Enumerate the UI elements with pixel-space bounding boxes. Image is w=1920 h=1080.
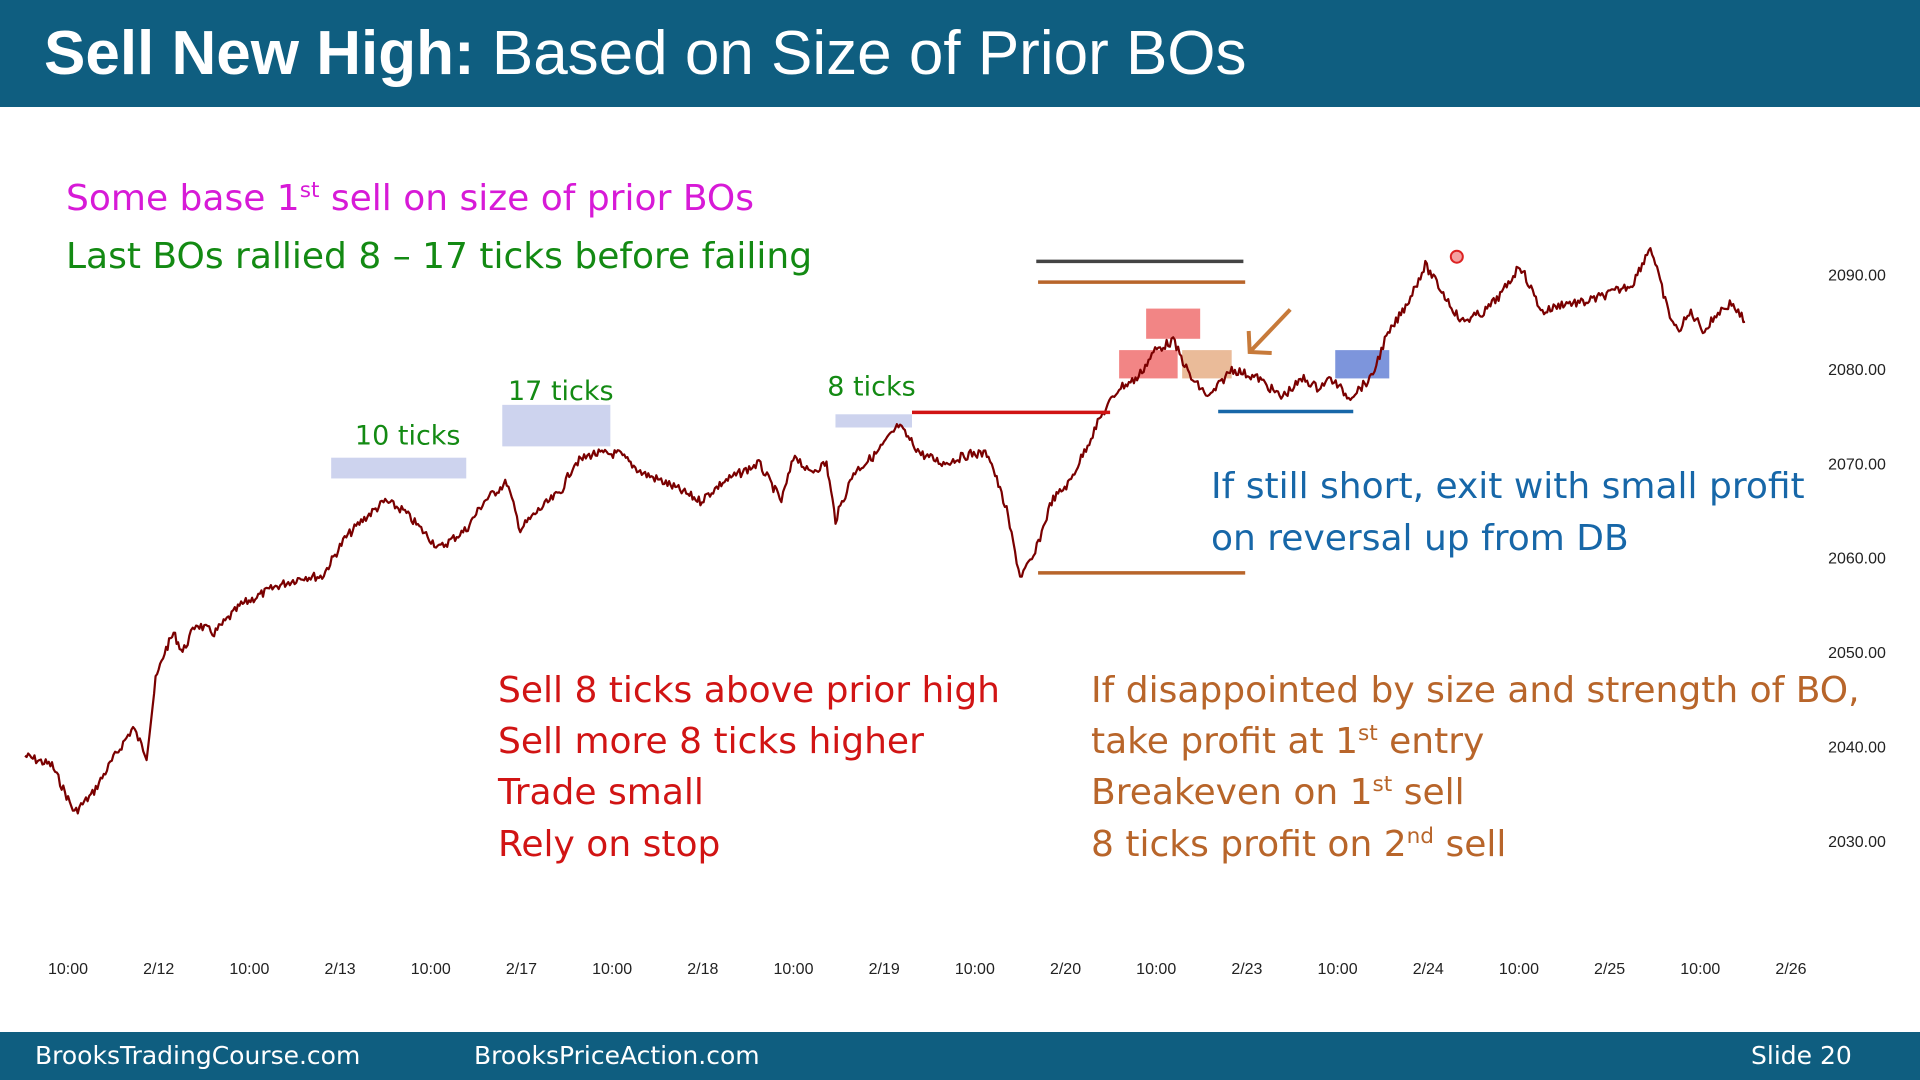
footer-left: BrooksTradingCourse.com bbox=[35, 1041, 361, 1070]
x-tick-label: 10:00 bbox=[1680, 961, 1720, 978]
x-tick-label: 2/23 bbox=[1231, 961, 1262, 978]
tick-count-label: 8 ticks bbox=[827, 371, 915, 402]
x-tick-label: 10:00 bbox=[411, 961, 451, 978]
price-line bbox=[24, 247, 1746, 815]
blue-note-2: on reversal up from DB bbox=[1211, 518, 1629, 559]
y-tick-label: 2030.00 bbox=[1828, 834, 1886, 851]
x-tick-label: 2/12 bbox=[143, 961, 174, 978]
breakout-box bbox=[502, 404, 611, 447]
y-tick-label: 2070.00 bbox=[1828, 456, 1886, 473]
slide-title: Sell New High: Based on Size of Prior BO… bbox=[44, 18, 1247, 90]
red-note-4: Rely on stop bbox=[498, 824, 721, 865]
y-tick-label: 2040.00 bbox=[1828, 739, 1886, 756]
magenta-note-pre: Some base 1 bbox=[66, 178, 300, 219]
title-bold: Sell New High: bbox=[44, 19, 475, 88]
y-tick-label: 2090.00 bbox=[1828, 268, 1886, 285]
orange-note-2-pre: take profit at 1 bbox=[1091, 721, 1358, 762]
orange-note-3-post: sell bbox=[1392, 772, 1465, 813]
footer-bar: BrooksTradingCourse.com BrooksPriceActio… bbox=[0, 1032, 1920, 1080]
red-note-2: Sell more 8 ticks higher bbox=[498, 721, 924, 762]
title-rest: Based on Size of Prior BOs bbox=[491, 19, 1247, 88]
magenta-note: Some base 1st sell on size of prior BOs bbox=[66, 178, 754, 219]
title-bar: Sell New High: Based on Size of Prior BO… bbox=[0, 0, 1920, 107]
x-tick-label: 10:00 bbox=[1318, 961, 1358, 978]
x-tick-label: 2/13 bbox=[324, 961, 355, 978]
y-tick-label: 2050.00 bbox=[1828, 645, 1886, 662]
magenta-note-post: sell on size of prior BOs bbox=[319, 178, 754, 219]
x-tick-label: 2/17 bbox=[506, 961, 537, 978]
y-tick-label: 2080.00 bbox=[1828, 362, 1886, 379]
x-tick-label: 2/25 bbox=[1594, 961, 1625, 978]
orange-note-3-pre: Breakeven on 1 bbox=[1091, 772, 1373, 813]
laser-pointer-icon bbox=[1449, 249, 1464, 264]
x-tick-label: 2/19 bbox=[869, 961, 900, 978]
blue-note-1: If still short, exit with small profit bbox=[1211, 466, 1805, 507]
arrow-icon bbox=[1248, 308, 1292, 354]
red-note-1: Sell 8 ticks above prior high bbox=[498, 670, 1000, 711]
x-tick-label: 10:00 bbox=[1499, 961, 1539, 978]
x-tick-label: 10:00 bbox=[1136, 961, 1176, 978]
orange-note-4-post: sell bbox=[1434, 824, 1507, 865]
tick-count-label: 17 ticks bbox=[508, 376, 614, 407]
magenta-note-sup: st bbox=[299, 178, 320, 203]
orange-note-3-sup: st bbox=[1372, 772, 1393, 797]
orange-note-2-post: entry bbox=[1377, 721, 1485, 762]
x-tick-label: 10:00 bbox=[773, 961, 813, 978]
orange-note-3: Breakeven on 1st sell bbox=[1091, 772, 1465, 813]
tick-count-label: 10 ticks bbox=[355, 420, 461, 451]
x-tick-label: 2/18 bbox=[687, 961, 718, 978]
price-chart: 10 ticks 17 ticks 8 ticks 2030.00 2040.00 205… bbox=[24, 247, 1886, 978]
green-note: Last BOs rallied 8 – 17 ticks before fai… bbox=[66, 236, 813, 277]
x-tick-label: 10:00 bbox=[229, 961, 269, 978]
orange-note-4-sup: nd bbox=[1406, 824, 1435, 849]
y-tick-label: 2060.00 bbox=[1828, 551, 1886, 568]
x-tick-label: 2/20 bbox=[1050, 961, 1081, 978]
breakout-box bbox=[835, 414, 913, 428]
orange-note-2-sup: st bbox=[1357, 721, 1378, 746]
arrowhead-icon bbox=[1246, 330, 1272, 355]
orange-note-4-pre: 8 ticks profit on 2 bbox=[1091, 824, 1407, 865]
orange-note-2: take profit at 1st entry bbox=[1091, 721, 1484, 762]
breakout-box bbox=[331, 457, 467, 479]
footer-mid: BrooksPriceAction.com bbox=[474, 1041, 760, 1070]
x-tick-label: 10:00 bbox=[592, 961, 632, 978]
x-tick-label: 2/24 bbox=[1413, 961, 1444, 978]
x-tick-label: 10:00 bbox=[955, 961, 995, 978]
orange-note-1: If disappointed by size and strength of … bbox=[1091, 670, 1860, 711]
footer-right: Slide 20 bbox=[1751, 1041, 1852, 1070]
x-tick-label: 2/26 bbox=[1775, 961, 1806, 978]
x-tick-label: 10:00 bbox=[48, 961, 88, 978]
red-note-3: Trade small bbox=[498, 772, 704, 813]
orange-note-4: 8 ticks profit on 2nd sell bbox=[1091, 824, 1506, 865]
sell-entry-box bbox=[1146, 308, 1201, 339]
